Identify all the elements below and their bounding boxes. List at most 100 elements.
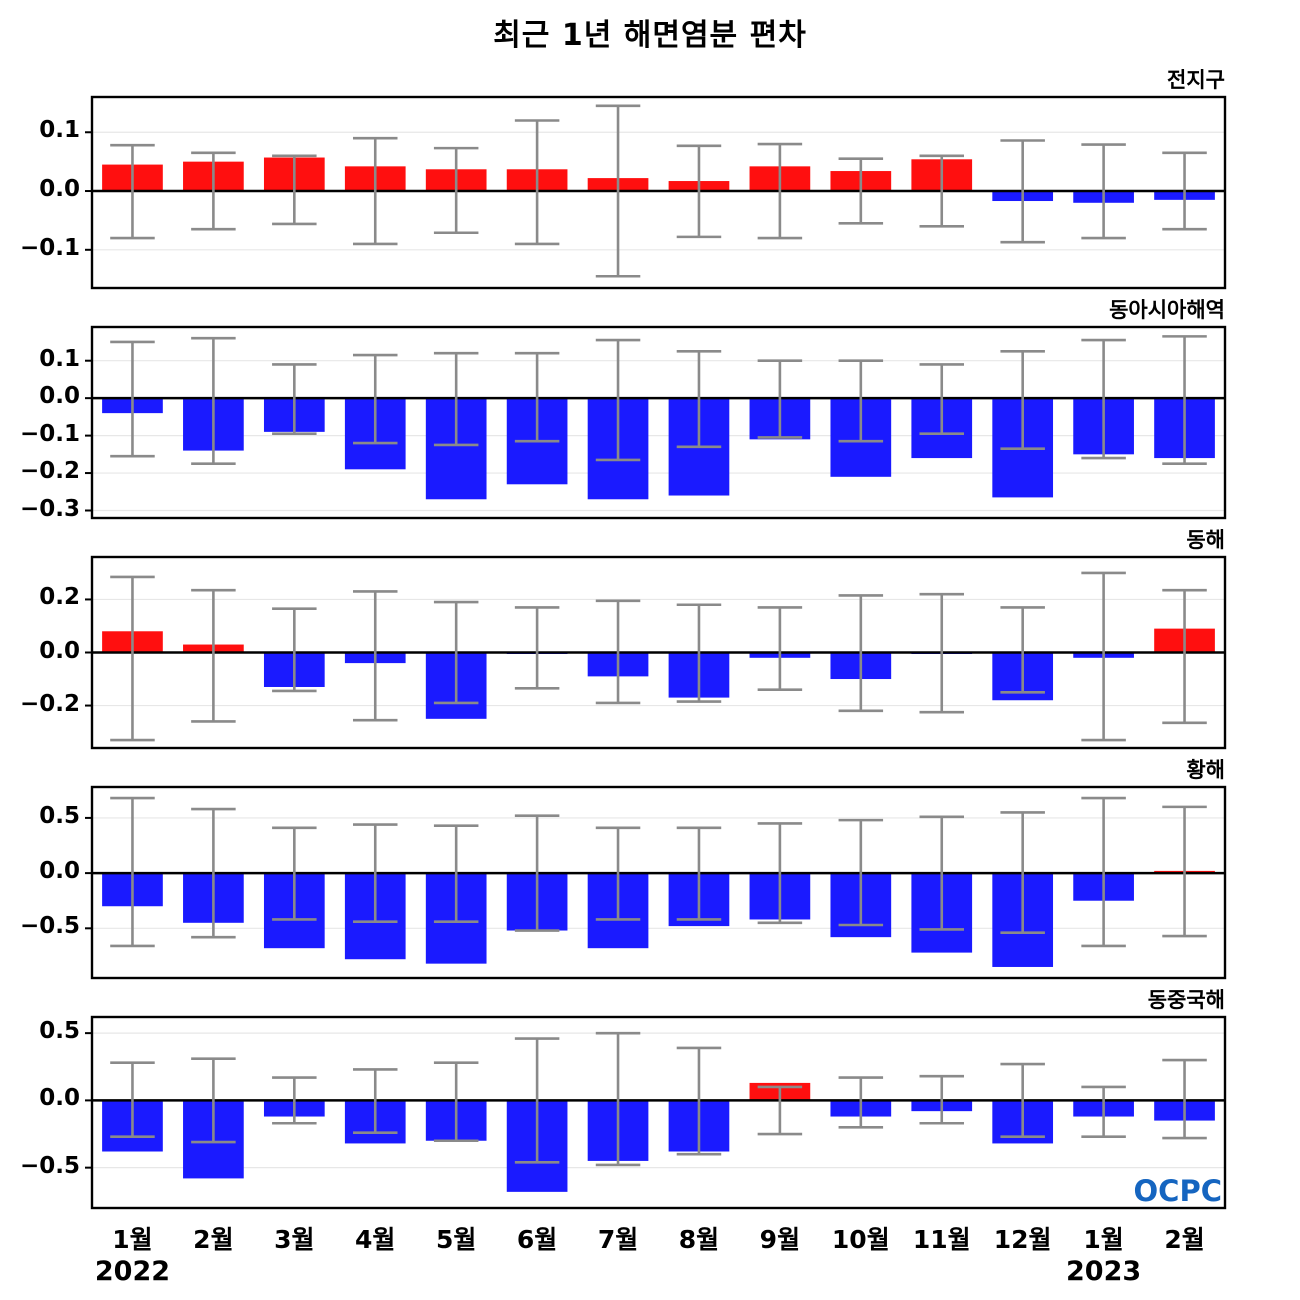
y-tick-label: 0.5 — [39, 1018, 80, 1045]
x-tick-label: 1월 — [112, 1225, 153, 1254]
error-bar — [757, 822, 803, 925]
panel-border — [90, 95, 1227, 290]
y-tick-label: 0.0 — [39, 383, 80, 410]
error-bar — [838, 594, 884, 713]
x-tick-label: 11월 — [912, 1225, 971, 1254]
y-tick-label: 0.5 — [39, 802, 80, 829]
error-bar — [757, 1085, 803, 1136]
page-title: 최근 1년 해면염분 편차 — [493, 18, 807, 53]
panel-title: 황해 — [1186, 758, 1225, 782]
error-bar — [433, 600, 479, 705]
error-bar — [1081, 796, 1126, 948]
y-tick-label: 0.0 — [39, 637, 80, 664]
error-bar — [919, 1074, 965, 1125]
chart-svg — [85, 1015, 1227, 1210]
x-tick-label: 2월 — [193, 1225, 234, 1254]
error-bar — [272, 607, 317, 693]
error-bar — [352, 823, 398, 923]
error-bar — [676, 1046, 722, 1156]
y-tick-label: −0.2 — [19, 458, 80, 485]
error-bar — [757, 142, 803, 240]
error-bar — [1162, 151, 1207, 231]
plot-area — [85, 1015, 1227, 1210]
y-tick-label: 0.0 — [39, 858, 80, 885]
error-bar — [514, 351, 560, 443]
error-bar — [352, 1068, 398, 1134]
x-tick-label: 6월 — [516, 1225, 558, 1254]
y-tick-label: 0.2 — [39, 584, 80, 611]
error-bar — [838, 818, 884, 927]
error-bar — [595, 104, 641, 278]
error-bar — [1162, 588, 1207, 725]
error-bar — [838, 359, 884, 443]
error-bar — [191, 151, 236, 231]
x-tick-label: 9월 — [759, 1225, 801, 1254]
error-bar — [676, 826, 722, 921]
x-tick-label: 1월 — [1083, 1225, 1124, 1254]
error-bar — [1162, 805, 1207, 938]
panel-title: 전지구 — [1167, 68, 1225, 92]
error-bar — [595, 338, 641, 462]
error-bar — [191, 588, 236, 723]
error-bar — [514, 814, 560, 932]
error-bar — [838, 1076, 884, 1129]
error-bar — [433, 1061, 479, 1143]
error-bar — [514, 606, 560, 690]
error-bar — [1000, 811, 1045, 935]
y-tick-label: 0.0 — [39, 176, 80, 203]
error-bar — [433, 351, 479, 447]
x-tick-label: 3월 — [274, 1225, 315, 1254]
y-tick-label: 0.0 — [39, 1085, 80, 1112]
error-bar — [1000, 606, 1045, 694]
plot-area — [85, 325, 1227, 520]
error-bar — [110, 575, 155, 742]
chart-svg — [85, 95, 1227, 290]
error-bar — [352, 353, 398, 445]
y-tick-label: −0.3 — [19, 495, 80, 522]
y-tick-label: −0.2 — [19, 690, 80, 717]
x-tick-label: 4월 — [355, 1225, 396, 1254]
error-bar — [595, 1031, 641, 1167]
panel-border — [90, 555, 1227, 750]
error-bar — [110, 143, 155, 240]
error-bar — [919, 363, 965, 436]
error-bar — [272, 154, 317, 226]
error-bar — [352, 590, 398, 722]
chart-svg — [85, 325, 1227, 520]
error-bar — [1162, 335, 1207, 465]
error-bar — [514, 1037, 560, 1164]
error-bar — [757, 606, 803, 691]
error-bar — [191, 336, 236, 465]
y-tick-label: 0.1 — [39, 117, 80, 144]
error-bar — [110, 340, 155, 458]
x-tick-label: 2월 — [1164, 1225, 1205, 1254]
error-bar — [919, 815, 965, 931]
error-bar — [676, 144, 722, 239]
year-label: 2023 — [1066, 1256, 1142, 1287]
panel-border — [90, 785, 1227, 980]
x-tick-label: 12월 — [993, 1225, 1052, 1254]
x-tick-label: 5월 — [435, 1225, 477, 1254]
plot-area — [85, 95, 1227, 290]
y-tick-label: 0.1 — [39, 345, 80, 372]
error-bar — [676, 350, 722, 449]
error-bar — [1081, 143, 1126, 240]
error-bar — [1000, 350, 1045, 451]
year-label: 2022 — [94, 1256, 171, 1287]
chart-svg — [85, 555, 1227, 750]
x-tick-label: 10월 — [831, 1225, 890, 1254]
panel-title: 동아시아해역 — [1109, 298, 1225, 322]
error-bar — [191, 1057, 236, 1144]
error-bar — [433, 824, 479, 923]
error-bar — [191, 807, 236, 939]
error-bar — [676, 603, 722, 703]
chart-svg — [85, 785, 1227, 980]
panel-title: 동중국해 — [1147, 988, 1225, 1012]
error-bar — [433, 146, 479, 235]
error-bar — [919, 154, 965, 228]
panel-border — [90, 325, 1227, 520]
error-bar — [352, 136, 398, 246]
error-bar — [919, 592, 965, 714]
y-tick-label: −0.5 — [19, 1152, 80, 1179]
